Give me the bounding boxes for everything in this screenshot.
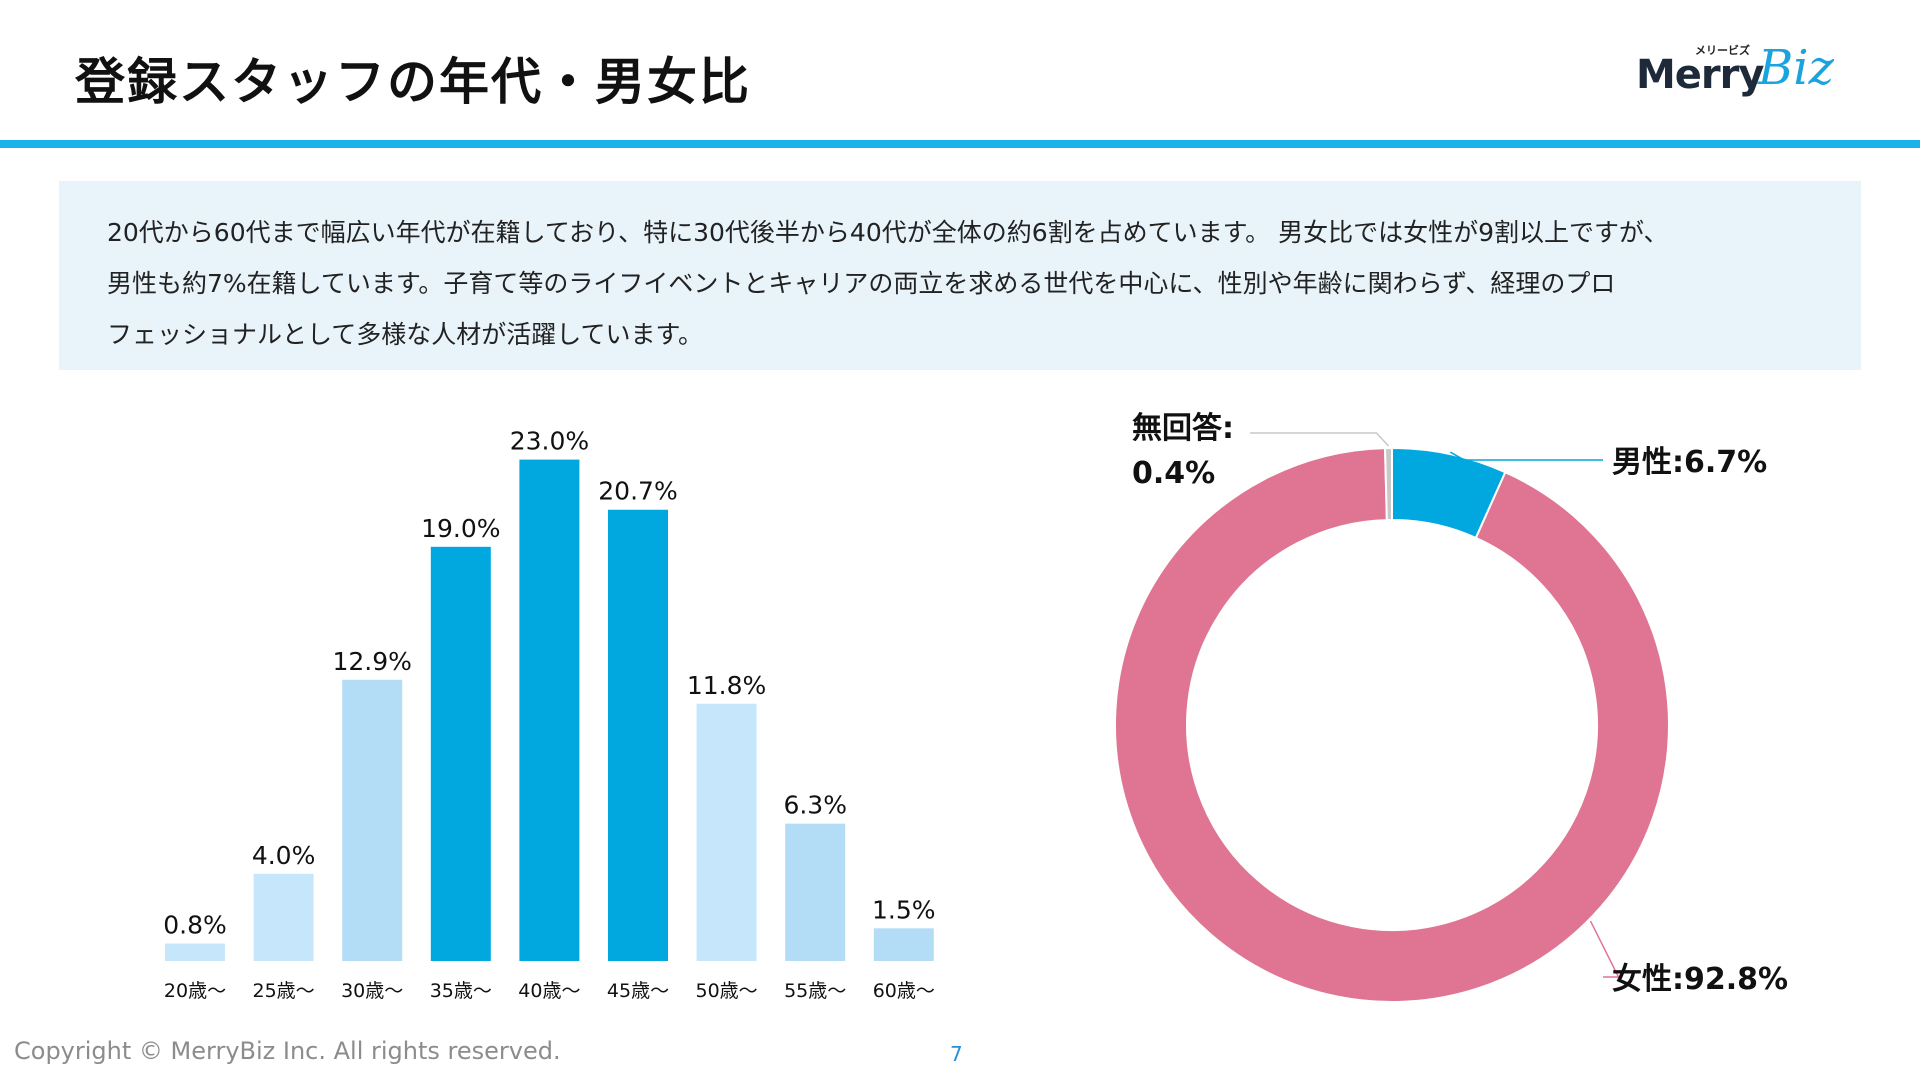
bar-50歳～: [696, 703, 757, 961]
bar-category-label: 30歳～: [341, 980, 403, 1002]
bar-value-label: 6.3%: [783, 791, 847, 820]
logo-biz-text: Biz: [1758, 40, 1834, 96]
bar-value-label: 23.0%: [510, 427, 589, 456]
bar-value-label: 4.0%: [252, 841, 316, 870]
bar-25歳～: [253, 873, 314, 961]
header-divider: [0, 140, 1920, 148]
bar-category-label: 55歳～: [784, 980, 846, 1002]
bar-60歳～: [873, 928, 934, 961]
bar-category-label: 60歳～: [873, 980, 935, 1002]
donut-slice-無回答: [1384, 446, 1393, 522]
bar-30歳～: [342, 679, 403, 961]
bar-45歳～: [608, 509, 668, 961]
gender-donut-chart: 男性:6.7% 女性:92.8% 無回答: 0.4%: [1114, 411, 1788, 1003]
male-label: 男性:6.7%: [1612, 445, 1767, 480]
no-answer-label: 無回答:: [1132, 411, 1234, 446]
bar-35歳～: [430, 546, 491, 961]
merrybiz-logo: メリービズ Merry Biz: [1630, 40, 1860, 110]
bar-category-label: 50歳～: [696, 980, 758, 1002]
bar-55歳～: [785, 823, 846, 961]
bar-category-label: 20歳～: [164, 980, 226, 1002]
bar-category-label: 35歳～: [430, 980, 492, 1002]
page-number: 7: [950, 1042, 963, 1066]
copyright-text: Copyright © MerryBiz Inc. All rights res…: [14, 1037, 561, 1065]
bar-value-label: 19.0%: [421, 514, 500, 543]
bar-value-label: 12.9%: [332, 647, 411, 676]
bar-20歳～: [165, 943, 225, 961]
page-title: 登録スタッフの年代・男女比: [75, 53, 751, 111]
description-line: 男性も約7%在籍しています。子育て等のライフイベントとキャリアの両立を求める世代…: [107, 269, 1616, 298]
age-bar-chart: 0.8% 20歳～ 4.0% 25歳～ 12.9% 30歳～ 19.0% 35歳～ 23.0% 4…: [163, 427, 936, 1002]
bar-category-label: 40歳～: [518, 980, 580, 1002]
bar-value-label: 1.5%: [872, 895, 936, 924]
no-answer-value: 0.4%: [1132, 456, 1215, 491]
description-line: フェッショナルとして多様な人材が活躍しています。: [107, 320, 704, 349]
donut-slice-女性: [1114, 447, 1670, 1003]
female-label: 女性:92.8%: [1612, 962, 1788, 997]
male-leader-line: [1449, 451, 1603, 461]
bar-value-label: 20.7%: [598, 477, 677, 506]
logo-merry-text: Merry: [1636, 52, 1764, 98]
bar-value-label: 11.8%: [687, 671, 766, 700]
female-leader-line: [1589, 920, 1620, 978]
bar-40歳～: [519, 459, 580, 961]
bar-category-label: 25歳～: [253, 980, 315, 1002]
bar-category-label: 45歳～: [607, 980, 669, 1002]
bar-value-label: 0.8%: [163, 911, 227, 940]
description-line: 20代から60代まで幅広い年代が在籍しており、特に30代後半から40代が全体の約…: [107, 218, 1669, 247]
no-answer-leader-line: [1250, 432, 1390, 447]
description-box: 20代から60代まで幅広い年代が在籍しており、特に30代後半から40代が全体の約…: [59, 181, 1861, 370]
logo-kana: メリービズ: [1695, 44, 1750, 57]
